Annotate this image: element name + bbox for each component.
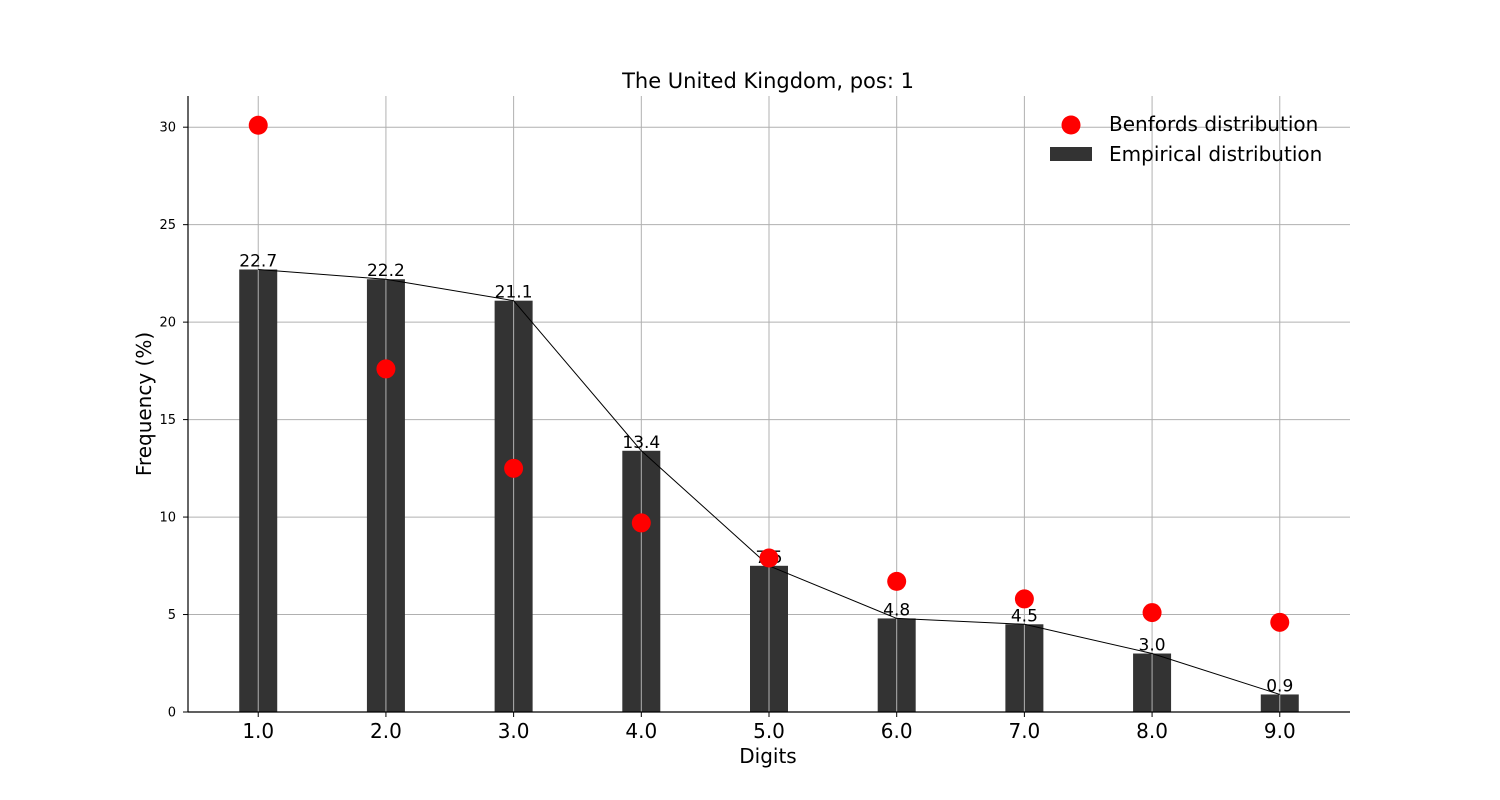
bars: [239, 96, 1299, 712]
benford-point: [759, 548, 779, 568]
legend: Benfords distribution Empirical distribu…: [1050, 112, 1322, 166]
x-tick-label: 3.0: [498, 719, 530, 743]
y-tick-label: 0: [168, 706, 176, 721]
y-tick-label: 30: [159, 121, 176, 136]
bar-value-label: 22.7: [239, 251, 277, 271]
benford-point: [887, 571, 907, 591]
bar-value-label: 13.4: [622, 433, 660, 453]
chart-title: The United Kingdom, pos: 1: [621, 69, 914, 93]
bar-value-label: 22.2: [367, 261, 405, 281]
benford-point: [504, 458, 524, 478]
bar-value-label: 3.0: [1139, 636, 1166, 656]
y-tick-label: 10: [159, 511, 176, 526]
y-tick-label: 15: [159, 413, 176, 428]
x-tick-label: 8.0: [1136, 719, 1168, 743]
x-tick-label: 5.0: [753, 719, 785, 743]
benford-point: [1142, 603, 1162, 623]
y-tick-label: 25: [159, 218, 176, 233]
bar-value-label: 4.5: [1011, 606, 1038, 626]
x-tick-label: 7.0: [1008, 719, 1040, 743]
benford-point: [1270, 612, 1290, 632]
x-tick-label: 4.0: [625, 719, 657, 743]
benford-point: [631, 513, 651, 533]
x-axis-label: Digits: [739, 744, 796, 768]
legend-label-empirical: Empirical distribution: [1109, 142, 1322, 166]
bar-value-label: 21.1: [495, 283, 533, 303]
x-tick-label: 1.0: [242, 719, 274, 743]
legend-marker-benford: [1061, 115, 1081, 135]
bar-value-label: 0.9: [1266, 676, 1293, 696]
benford-point: [248, 115, 268, 135]
legend-marker-empirical: [1050, 147, 1092, 161]
y-tick-label: 20: [159, 316, 176, 331]
tick-labels: 0 5 10 15 20 25 30 1.0 2.0 3.0 4.0 5.0 6.0 7.0 8.0 9.0: [159, 121, 1295, 743]
benford-point: [1014, 589, 1034, 609]
legend-label-benford: Benfords distribution: [1109, 112, 1318, 136]
x-tick-label: 2.0: [370, 719, 402, 743]
y-tick-label: 5: [168, 608, 176, 623]
axes: [183, 96, 1350, 717]
bar-value-label: 4.8: [883, 600, 910, 620]
benford-points: [248, 115, 1290, 632]
y-axis-label: Frequency (%): [132, 332, 156, 476]
x-tick-label: 9.0: [1264, 719, 1296, 743]
benford-point: [376, 359, 396, 379]
x-tick-label: 6.0: [881, 719, 913, 743]
